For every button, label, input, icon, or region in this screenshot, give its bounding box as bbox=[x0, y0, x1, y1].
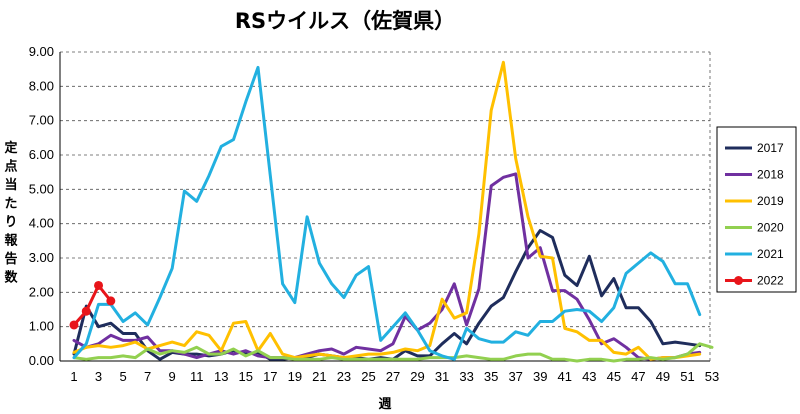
legend-label-2021: 2021 bbox=[757, 247, 784, 261]
series-line-2022 bbox=[72, 284, 113, 327]
x-tick-label: 11 bbox=[190, 369, 204, 384]
legend-marker-2022 bbox=[734, 276, 743, 285]
y-tick-label: 4.00 bbox=[29, 216, 54, 231]
x-tick-label: 45 bbox=[607, 369, 621, 384]
series-line-2019 bbox=[72, 60, 702, 361]
x-tick-label: 17 bbox=[263, 369, 277, 384]
data-point-2022 bbox=[69, 320, 79, 330]
series-line-2020 bbox=[72, 342, 714, 363]
grid-lines bbox=[60, 51, 710, 328]
x-tick-label: 47 bbox=[631, 369, 645, 384]
y-axis-label-char: 報 bbox=[4, 233, 18, 249]
x-tick-label: 33 bbox=[459, 369, 473, 384]
legend-label-2017: 2017 bbox=[757, 141, 784, 155]
y-axis-label-char: 告 bbox=[4, 251, 17, 267]
x-tick-label: 5 bbox=[119, 369, 126, 384]
series-group bbox=[69, 60, 714, 363]
y-axis-label-char: た bbox=[4, 197, 17, 212]
x-tick-label: 21 bbox=[312, 369, 326, 384]
y-tick-label: 8.00 bbox=[29, 78, 54, 93]
axes bbox=[59, 52, 711, 362]
x-axis-ticks: 1 3 5 7 9 11 13 15 17 19 21 23 25 27 29 31 33 35 37 39 41 43 4… bbox=[70, 369, 719, 384]
legend-label-2020: 2020 bbox=[757, 221, 784, 235]
y-tick-label: 7.00 bbox=[29, 113, 54, 128]
data-point-2022 bbox=[106, 296, 116, 306]
y-tick-label: 2.00 bbox=[29, 284, 54, 299]
x-tick-label: 23 bbox=[337, 369, 351, 384]
legend-label-2022: 2022 bbox=[757, 274, 784, 288]
x-tick-label: 7 bbox=[144, 369, 151, 384]
y-axis-ticks: 0.00 1.00 2.00 3.00 4.00 5.00 6.00 7.00 8.00 9.00 bbox=[29, 44, 54, 368]
x-tick-label: 37 bbox=[508, 369, 522, 384]
y-axis-label-char: 点 bbox=[4, 159, 17, 175]
legend: 2017 2018 2019 2020 2021 2022 bbox=[716, 126, 797, 293]
legend-label-2018: 2018 bbox=[757, 168, 784, 182]
series-line-2021 bbox=[72, 65, 702, 361]
x-tick-label: 39 bbox=[533, 369, 547, 384]
x-tick-label: 15 bbox=[239, 369, 253, 384]
y-tick-label: 6.00 bbox=[29, 147, 54, 162]
x-tick-label: 35 bbox=[484, 369, 498, 384]
x-tick-label: 29 bbox=[410, 369, 424, 384]
x-tick-label: 49 bbox=[656, 369, 670, 384]
y-axis-label-char: 当 bbox=[4, 177, 17, 193]
x-tick-label: 13 bbox=[214, 369, 228, 384]
y-axis-label-char: り bbox=[4, 215, 17, 230]
y-tick-label: 9.00 bbox=[29, 44, 54, 59]
x-tick-label: 1 bbox=[70, 369, 77, 384]
x-tick-label: 19 bbox=[288, 369, 302, 384]
x-tick-label: 25 bbox=[361, 369, 375, 384]
legend-box bbox=[716, 126, 797, 293]
x-tick-label: 53 bbox=[705, 369, 719, 384]
y-tick-label: 0.00 bbox=[29, 353, 54, 368]
x-tick-label: 43 bbox=[582, 369, 596, 384]
data-point-2022 bbox=[94, 280, 104, 290]
y-axis-label-char: 数 bbox=[4, 270, 18, 286]
y-tick-label: 1.00 bbox=[29, 319, 54, 334]
y-axis-label-char: 定 bbox=[3, 140, 17, 156]
y-tick-label: 5.00 bbox=[29, 181, 54, 196]
x-axis-label: 週 bbox=[378, 397, 391, 412]
x-tick-label: 31 bbox=[435, 369, 449, 384]
x-tick-label: 41 bbox=[558, 369, 572, 384]
x-tick-label: 27 bbox=[386, 369, 400, 384]
series-line-2017 bbox=[72, 229, 702, 361]
y-tick-label: 3.00 bbox=[29, 250, 54, 265]
data-point-2022 bbox=[81, 306, 91, 316]
x-tick-label: 3 bbox=[95, 369, 102, 384]
x-tick-label: 9 bbox=[169, 369, 176, 384]
legend-label-2019: 2019 bbox=[757, 194, 784, 208]
x-tick-label: 51 bbox=[680, 369, 694, 384]
chart-title: RSウイルス（佐賀県） bbox=[235, 9, 455, 33]
